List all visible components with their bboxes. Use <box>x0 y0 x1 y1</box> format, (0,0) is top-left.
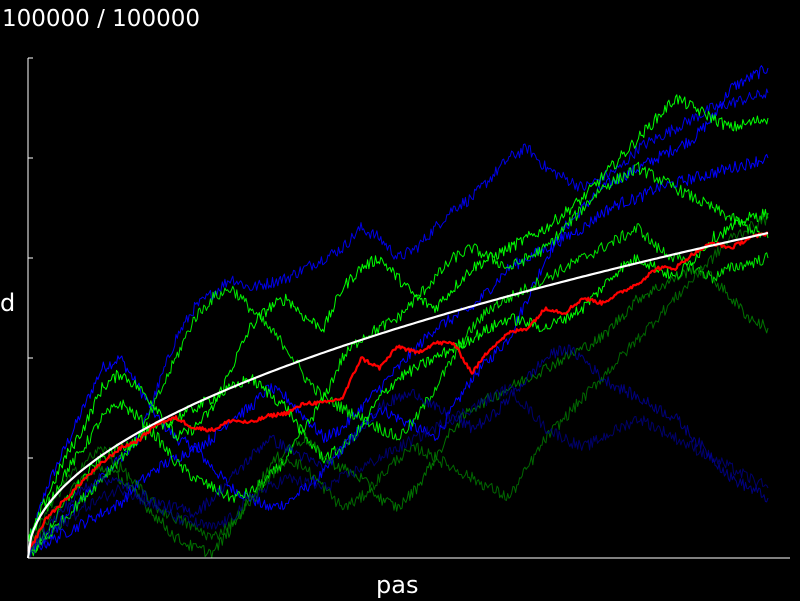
step-counter: 100000 / 100000 <box>2 6 200 32</box>
walk-series-10-line <box>27 212 769 546</box>
series-theory-line <box>26 231 769 559</box>
walk-series-4-line <box>27 153 769 556</box>
series-mean-line <box>27 231 769 553</box>
x-axis-label: pas <box>376 571 419 599</box>
walk-series-5-line <box>27 94 769 542</box>
walk-series-12-line <box>27 383 769 555</box>
y-axis-label: d <box>0 289 16 317</box>
walk-series-11-line <box>27 344 769 559</box>
walk-series-7-line <box>28 223 769 556</box>
walk-series-9-line <box>27 265 769 559</box>
series-layer <box>26 65 769 559</box>
walk-series-3-line <box>27 88 769 557</box>
axes-layer <box>27 57 790 559</box>
walk-series-6-line <box>27 161 769 542</box>
